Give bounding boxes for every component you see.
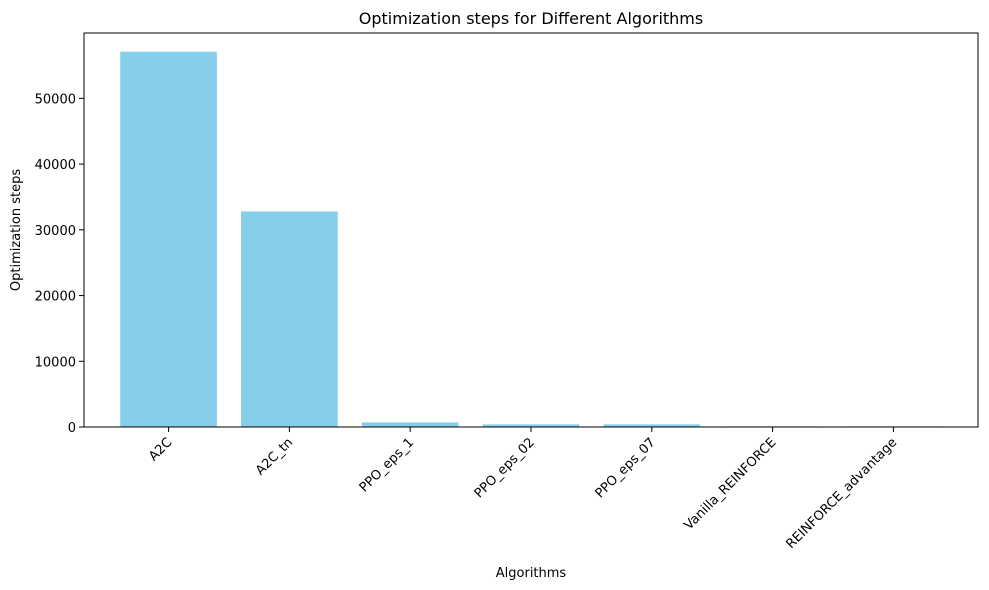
x-tick-label: A2C_tn xyxy=(253,435,296,478)
x-tick-label: Vanilla_REINFORCE xyxy=(681,435,779,533)
bars-group xyxy=(120,51,942,427)
plot-frame xyxy=(83,32,979,428)
x-axis-label: Algorithms xyxy=(496,566,567,581)
bar-PPO_eps_02 xyxy=(482,424,580,427)
bar-PPO_eps_1 xyxy=(361,422,459,427)
x-tick-label: PPO_eps_07 xyxy=(593,435,659,501)
x-tick-label: A2C xyxy=(146,435,175,464)
x-tick-label: PPO_eps_02 xyxy=(472,435,538,501)
bar-A2C xyxy=(120,51,217,427)
y-axis: 0 10000 20000 30000 40000 50000 xyxy=(35,92,84,436)
bar-A2C_tn xyxy=(241,211,338,427)
y-tick-label: 30000 xyxy=(35,224,76,239)
y-tick-label: 50000 xyxy=(35,92,76,107)
chart-title: Optimization steps for Different Algorit… xyxy=(359,9,703,28)
y-tick-label: 20000 xyxy=(35,290,76,305)
x-tick-label: PPO_eps_1 xyxy=(357,435,417,495)
x-axis: A2C A2C_tn PPO_eps_1 PPO_eps_02 PPO_eps_07 Va… xyxy=(146,427,900,552)
y-tick-label: 40000 xyxy=(35,158,76,173)
x-tick-label: REINFORCE_advantage xyxy=(783,435,900,552)
y-axis-label: Optimization steps xyxy=(9,169,24,291)
bar-PPO_eps_07 xyxy=(603,424,701,427)
y-tick-label: 0 xyxy=(68,421,76,436)
y-tick-label: 10000 xyxy=(35,355,76,370)
